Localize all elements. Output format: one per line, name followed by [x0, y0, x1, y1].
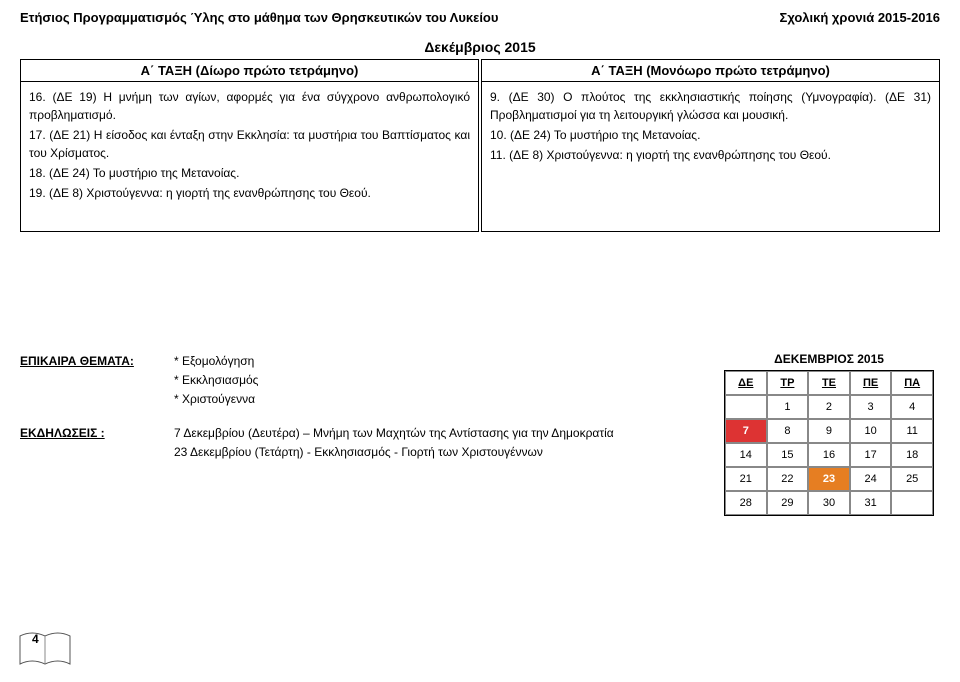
topics-line-0: ΕΠΙΚΑΙΡΑ ΘΕΜΑΤΑ: * Εξομολόγηση: [20, 352, 708, 371]
calendar-day: 17: [850, 443, 892, 467]
calendar-day: 16: [808, 443, 850, 467]
left-col-body: 16. (ΔΕ 19) Η μνήμη των αγίων, αφορμές γ…: [20, 82, 479, 232]
calendar-day: 7: [725, 419, 767, 443]
right-col-body: 9. (ΔΕ 30) Ο πλούτος της εκκλησιαστικής …: [481, 82, 940, 232]
calendar-day: 8: [767, 419, 809, 443]
topics-label: ΕΠΙΚΑΙΡΑ ΘΕΜΑΤΑ:: [20, 354, 134, 368]
topic-item-2: * Χριστούγεννα: [20, 390, 708, 409]
right-item: 11. (ΔΕ 8) Χριστούγεννα: η γιορτή της εν…: [490, 146, 931, 164]
calendar-day: 23: [808, 467, 850, 491]
bottom-row: ΕΠΙΚΑΙΡΑ ΘΕΜΑΤΑ: * Εξομολόγηση * Εκκλησι…: [20, 352, 940, 516]
calendar-day: [891, 491, 933, 515]
calendar-day: 25: [891, 467, 933, 491]
calendar-day: 22: [767, 467, 809, 491]
page-header: Ετήσιος Προγραμματισμός Ύλης στο μάθημα …: [20, 10, 940, 25]
event-item-1: 23 Δεκεμβρίου (Τετάρτη) - Εκκλησιασμός -…: [20, 443, 708, 462]
topic-item-0: * Εξομολόγηση: [174, 352, 254, 371]
calendar-day: 11: [891, 419, 933, 443]
header-right: Σχολική χρονιά 2015-2016: [780, 10, 940, 25]
calendar-day: 24: [850, 467, 892, 491]
right-item: 9. (ΔΕ 30) Ο πλούτος της εκκλησιαστικής …: [490, 88, 931, 124]
topics-and-events: ΕΠΙΚΑΙΡΑ ΘΕΜΑΤΑ: * Εξομολόγηση * Εκκλησι…: [20, 352, 708, 516]
calendar-day: 1: [767, 395, 809, 419]
calendar-weekday: ΠΑ: [891, 371, 933, 395]
calendar-day: 18: [891, 443, 933, 467]
events-label: ΕΚΔΗΛΩΣΕΙΣ :: [20, 426, 105, 440]
calendar-grid: ΔΕΤΡΤΕΠΕΠΑ123478910111415161718212223242…: [724, 370, 934, 516]
page-number: 4: [32, 632, 39, 646]
left-item: 19. (ΔΕ 8) Χριστούγεννα: η γιορτή της εν…: [29, 184, 470, 202]
calendar-title: ΔΕΚΕΜΒΡΙΟΣ 2015: [724, 352, 934, 366]
calendar-weekday: ΤΡ: [767, 371, 809, 395]
left-col-title: Α΄ ΤΑΞΗ (Δίωρο πρώτο τετράμηνο): [20, 59, 479, 82]
calendar-day: 29: [767, 491, 809, 515]
right-col-title: Α΄ ΤΑΞΗ (Μονόωρο πρώτο τετράμηνο): [481, 59, 940, 82]
calendar-day: 2: [808, 395, 850, 419]
calendar-day: 10: [850, 419, 892, 443]
month-title: Δεκέμβριος 2015: [20, 39, 940, 55]
calendar-day: 15: [767, 443, 809, 467]
calendar-weekday: ΠΕ: [850, 371, 892, 395]
calendar-day: 9: [808, 419, 850, 443]
event-item-0: 7 Δεκεμβρίου (Δευτέρα) – Μνήμη των Μαχητ…: [174, 424, 614, 443]
content-columns: Α΄ ΤΑΞΗ (Δίωρο πρώτο τετράμηνο) 16. (ΔΕ …: [20, 59, 940, 232]
calendar-day: [725, 395, 767, 419]
calendar-day: 30: [808, 491, 850, 515]
calendar: ΔΕΚΕΜΒΡΙΟΣ 2015 ΔΕΤΡΤΕΠΕΠΑ12347891011141…: [724, 352, 934, 516]
right-item: 10. (ΔΕ 24) Το μυστήριο της Μετανοίας.: [490, 126, 931, 144]
topic-item-1: * Εκκλησιασμός: [20, 371, 708, 390]
calendar-day: 3: [850, 395, 892, 419]
right-column: Α΄ ΤΑΞΗ (Μονόωρο πρώτο τετράμηνο) 9. (ΔΕ…: [481, 59, 940, 232]
left-item: 16. (ΔΕ 19) Η μνήμη των αγίων, αφορμές γ…: [29, 88, 470, 124]
calendar-day: 21: [725, 467, 767, 491]
calendar-day: 14: [725, 443, 767, 467]
calendar-day: 31: [850, 491, 892, 515]
left-item: 17. (ΔΕ 21) Η είσοδος και ένταξη στην Εκ…: [29, 126, 470, 162]
left-item: 18. (ΔΕ 24) Το μυστήριο της Μετανοίας.: [29, 164, 470, 182]
book-icon: [18, 630, 72, 670]
events-line-0: ΕΚΔΗΛΩΣΕΙΣ : 7 Δεκεμβρίου (Δευτέρα) – Μν…: [20, 424, 708, 443]
calendar-weekday: ΔΕ: [725, 371, 767, 395]
calendar-day: 28: [725, 491, 767, 515]
calendar-weekday: ΤΕ: [808, 371, 850, 395]
calendar-day: 4: [891, 395, 933, 419]
header-left: Ετήσιος Προγραμματισμός Ύλης στο μάθημα …: [20, 10, 498, 25]
left-column: Α΄ ΤΑΞΗ (Δίωρο πρώτο τετράμηνο) 16. (ΔΕ …: [20, 59, 479, 232]
page-number-wrap: 4: [18, 630, 72, 670]
